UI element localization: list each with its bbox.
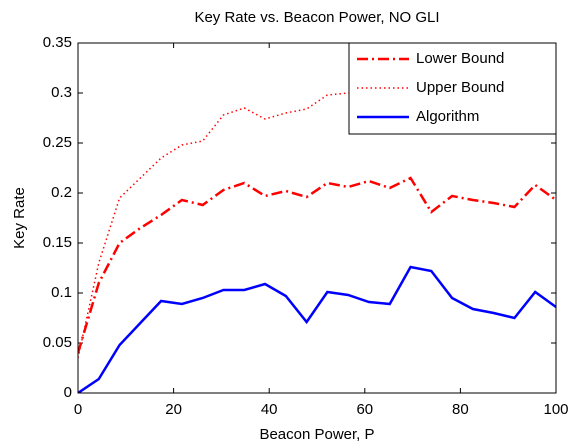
x-tick-label: 60 — [356, 401, 373, 418]
y-axis-label: Key Rate — [11, 187, 28, 249]
x-tick-label: 100 — [543, 401, 568, 418]
plot-lines — [78, 77, 556, 393]
x-tick-label: 0 — [74, 401, 82, 418]
legend-box — [348, 42, 557, 135]
legend-label: Algorithm — [416, 108, 479, 125]
y-tick-label: 0.3 — [51, 84, 72, 101]
y-tick-label: 0.15 — [43, 234, 72, 251]
y-tick-label: 0.35 — [43, 34, 72, 51]
x-tick-label: 40 — [261, 401, 278, 418]
x-tick-label: 20 — [165, 401, 182, 418]
series-line — [78, 265, 556, 393]
x-axis-label: Beacon Power, P — [259, 426, 374, 443]
y-tick-label: 0.1 — [51, 284, 72, 301]
series-line — [78, 176, 556, 354]
x-tick-label: 80 — [452, 401, 469, 418]
legend-label: Upper Bound — [416, 79, 504, 96]
chart-title: Key Rate vs. Beacon Power, NO GLI — [194, 9, 439, 26]
axes-box — [77, 42, 557, 394]
y-tick-label: 0.05 — [43, 334, 72, 351]
y-tick-label: 0 — [64, 384, 72, 401]
legend-label: Lower Bound — [416, 50, 504, 67]
legend: Lower Bound Upper Bound Algorithm — [348, 42, 557, 135]
y-tick-label: 0.2 — [51, 184, 72, 201]
y-tick-label: 0.25 — [43, 134, 72, 151]
